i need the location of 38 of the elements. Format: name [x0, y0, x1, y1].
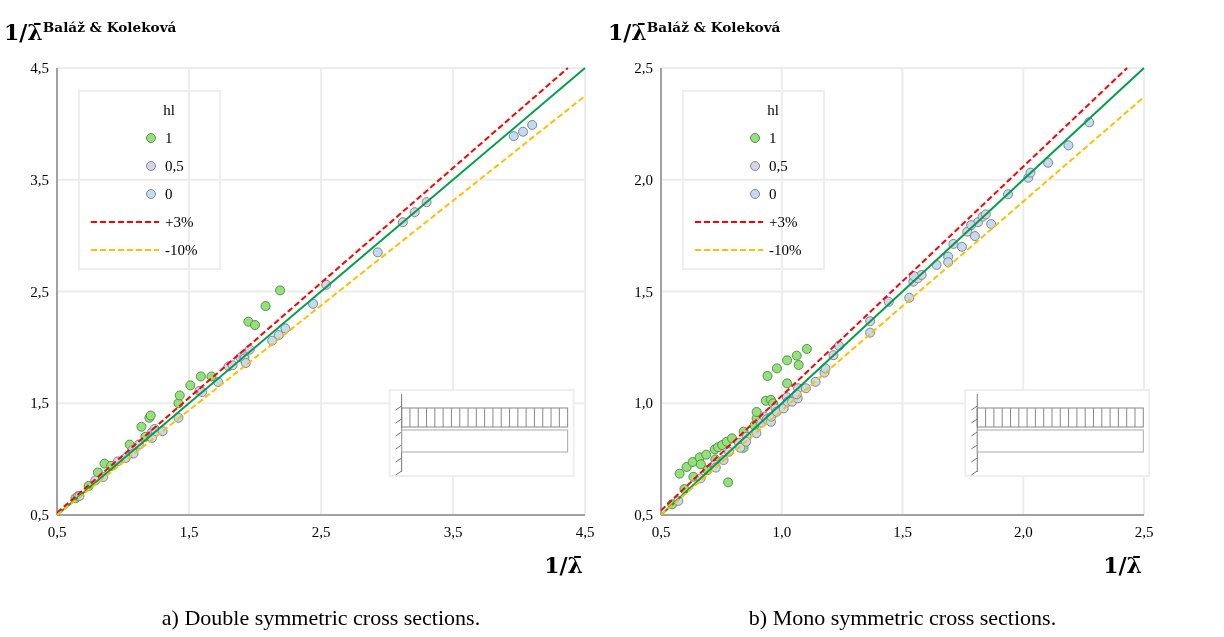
x-tick-label: 0,5	[651, 524, 671, 540]
x-tick-label: 3,5	[443, 524, 463, 540]
y-axis-title: 1/λ̄$^{Baláž & Koleková}$	[608, 19, 781, 45]
x-axis-title: 1/λ̄	[544, 552, 583, 578]
y-tick-label: 2,5	[30, 283, 49, 300]
legend-label: 0,5	[769, 158, 788, 174]
x-tick-label: 2,5	[1134, 524, 1154, 540]
x-axis-title: 1/λ̄	[1103, 552, 1142, 578]
legend-title: hl	[163, 102, 175, 118]
legend-title: hl	[767, 102, 779, 118]
y-tick-label: 0,5	[30, 507, 49, 523]
legend-label: -10%	[165, 242, 198, 258]
text: b) Mono symmetric cross sections.	[748, 605, 1057, 630]
legend-label: 0	[165, 186, 173, 202]
y-tick-label: 3,5	[30, 171, 49, 188]
x-tick-label: 4,5	[575, 524, 595, 540]
legend-label: 1	[165, 130, 173, 146]
y-tick-label: 4,5	[30, 60, 49, 76]
x-tick-label: 1,5	[893, 524, 912, 540]
y-tick-label: 1,5	[634, 283, 653, 300]
legend-label: 0,5	[165, 158, 184, 174]
y-tick-label: 1,5	[30, 395, 49, 412]
y-tick-label: 1,0	[634, 395, 653, 412]
legend-label: +3%	[769, 214, 798, 230]
x-tick-label: 1,5	[179, 524, 199, 540]
y-tick-label: 0,5	[634, 507, 653, 523]
text: a) Double symmetric cross sections.	[161, 605, 481, 630]
y-tick-label: 2,0	[634, 171, 653, 188]
legend-label: 0	[769, 186, 777, 202]
x-tick-label: 2,0	[1013, 524, 1033, 540]
x-tick-label: 1,0	[772, 524, 792, 540]
legend-label: 1	[769, 130, 777, 146]
x-tick-label: 0,5	[47, 524, 67, 540]
y-tick-label: 2,5	[634, 60, 653, 76]
x-tick-label: 2,5	[311, 524, 331, 540]
legend-label: +3%	[165, 214, 194, 230]
y-axis-title: 1/λ̄$^{Baláž & Koleková}$	[4, 19, 177, 45]
legend-label: -10%	[769, 242, 802, 258]
